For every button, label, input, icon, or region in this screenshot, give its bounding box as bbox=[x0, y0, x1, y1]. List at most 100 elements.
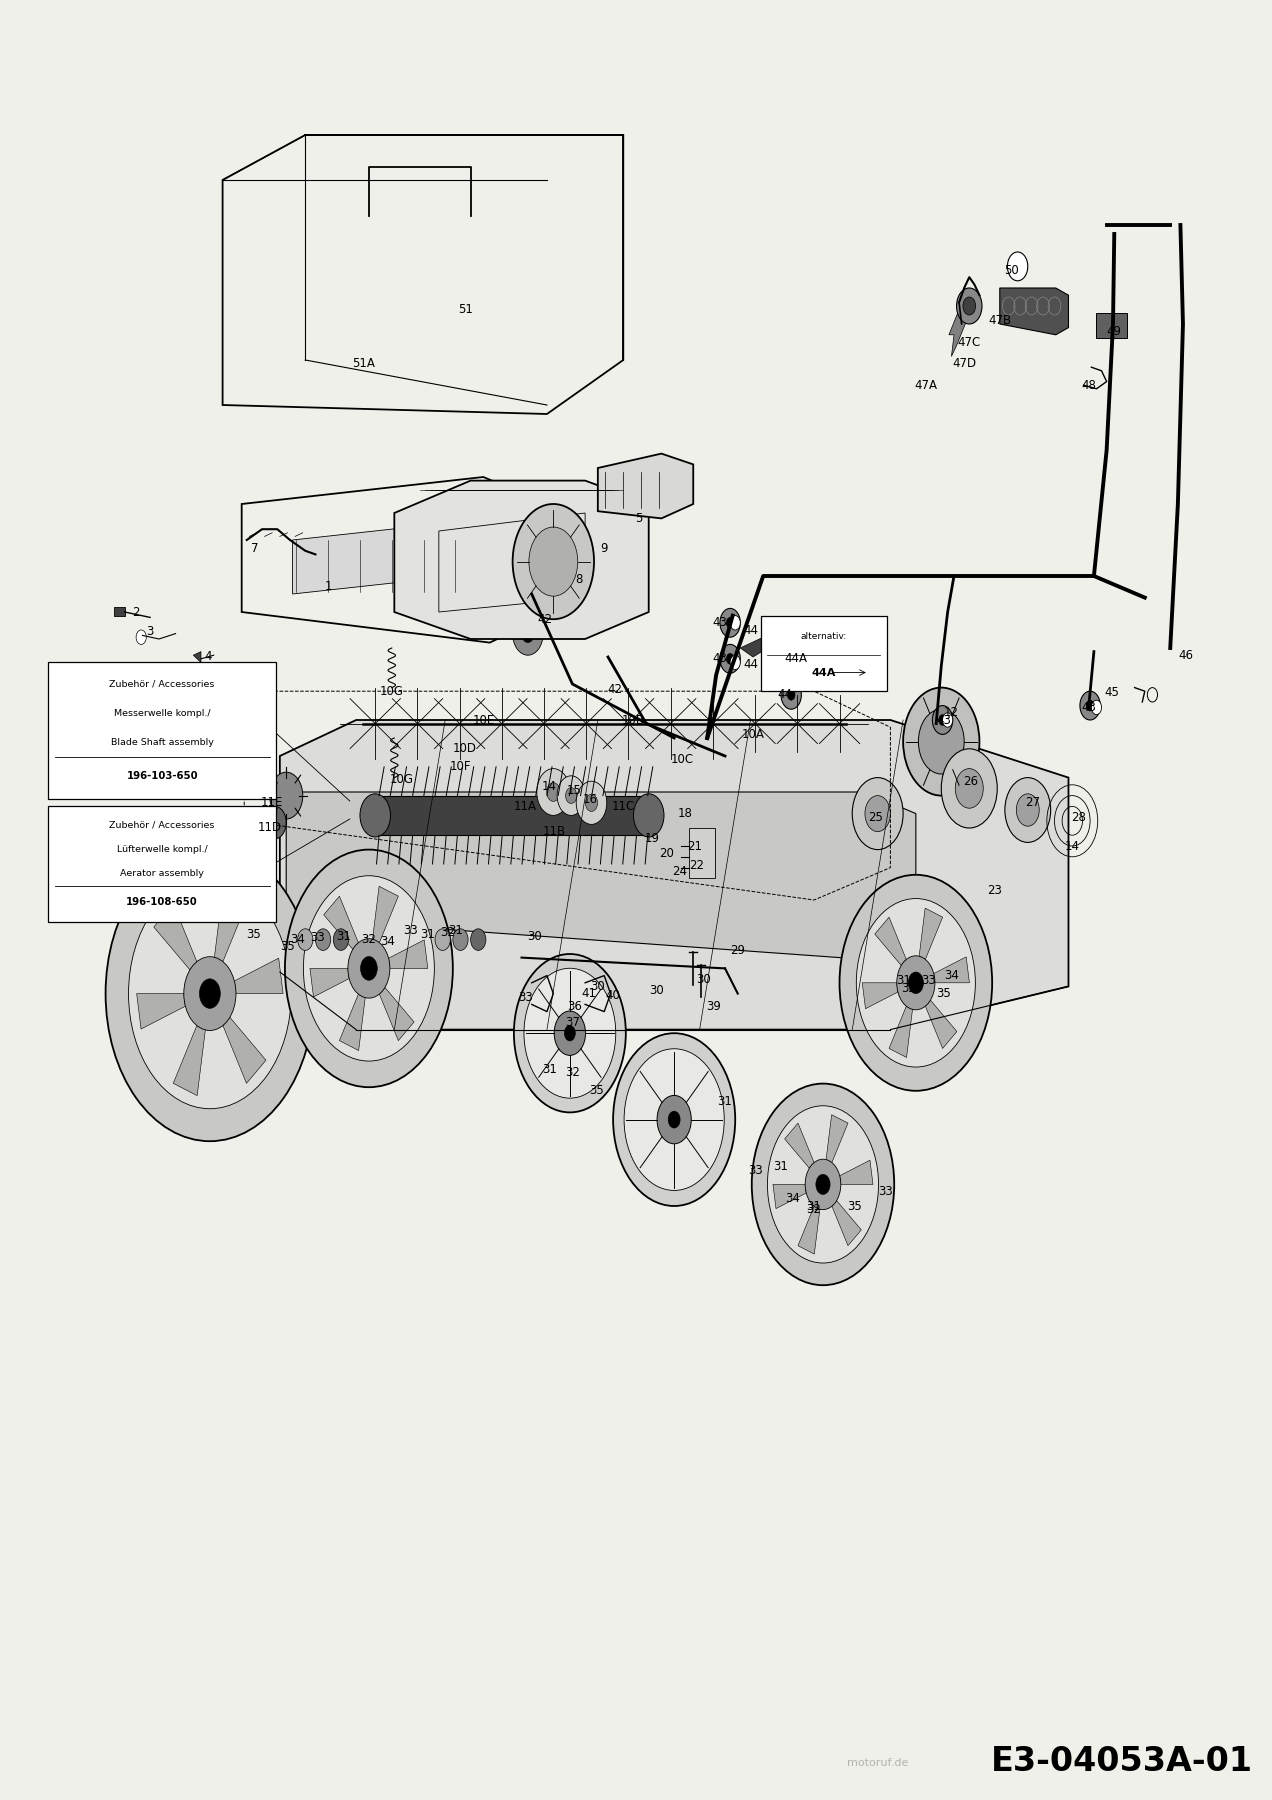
Circle shape bbox=[613, 1033, 735, 1206]
Circle shape bbox=[730, 616, 740, 630]
Circle shape bbox=[805, 1159, 841, 1210]
Polygon shape bbox=[293, 518, 490, 594]
Text: 31: 31 bbox=[717, 1094, 733, 1109]
Text: 32: 32 bbox=[440, 925, 455, 940]
Text: 44: 44 bbox=[777, 688, 792, 702]
Polygon shape bbox=[1096, 313, 1127, 338]
Circle shape bbox=[781, 680, 801, 709]
Text: 11E: 11E bbox=[261, 796, 284, 810]
Text: 44A: 44A bbox=[812, 668, 836, 677]
Circle shape bbox=[349, 940, 389, 997]
Text: 44A: 44A bbox=[785, 652, 808, 666]
Circle shape bbox=[668, 1111, 681, 1129]
Circle shape bbox=[815, 1174, 831, 1195]
Circle shape bbox=[557, 776, 585, 815]
Circle shape bbox=[658, 1096, 691, 1143]
Polygon shape bbox=[785, 1123, 814, 1168]
Polygon shape bbox=[840, 1161, 873, 1184]
Circle shape bbox=[524, 968, 616, 1098]
Text: 31: 31 bbox=[448, 923, 463, 938]
Circle shape bbox=[787, 689, 795, 700]
Polygon shape bbox=[324, 896, 359, 949]
Circle shape bbox=[932, 706, 953, 734]
Text: alternativ:: alternativ: bbox=[800, 632, 847, 641]
Text: Zubehör / Accessories: Zubehör / Accessories bbox=[109, 821, 215, 830]
Text: 24: 24 bbox=[672, 864, 687, 878]
Text: 7: 7 bbox=[251, 542, 258, 556]
Circle shape bbox=[576, 781, 607, 824]
FancyBboxPatch shape bbox=[48, 806, 276, 922]
Polygon shape bbox=[215, 891, 247, 961]
Text: 11C: 11C bbox=[612, 799, 635, 814]
Polygon shape bbox=[832, 1201, 861, 1246]
Polygon shape bbox=[234, 958, 284, 994]
Circle shape bbox=[955, 769, 983, 808]
Text: 10G: 10G bbox=[391, 772, 413, 787]
Text: 43: 43 bbox=[936, 713, 951, 727]
Circle shape bbox=[200, 979, 220, 1008]
Circle shape bbox=[263, 806, 286, 839]
Circle shape bbox=[555, 1012, 585, 1055]
Text: 10C: 10C bbox=[670, 752, 693, 767]
Text: 51: 51 bbox=[458, 302, 473, 317]
Text: 1: 1 bbox=[324, 580, 332, 594]
Text: 31: 31 bbox=[806, 1199, 822, 1213]
Text: 34: 34 bbox=[944, 968, 959, 983]
Text: 36: 36 bbox=[567, 999, 583, 1013]
Circle shape bbox=[585, 794, 598, 812]
Polygon shape bbox=[925, 1001, 957, 1048]
Polygon shape bbox=[798, 1206, 820, 1255]
Polygon shape bbox=[193, 652, 201, 662]
Polygon shape bbox=[862, 983, 898, 1008]
Text: 31: 31 bbox=[542, 1062, 557, 1076]
Text: 49: 49 bbox=[1107, 324, 1122, 338]
Text: 196-103-650: 196-103-650 bbox=[126, 770, 198, 781]
Text: 11A: 11A bbox=[514, 799, 537, 814]
Text: 42: 42 bbox=[607, 682, 622, 697]
Circle shape bbox=[1086, 700, 1094, 711]
Circle shape bbox=[840, 875, 992, 1091]
Text: 10G: 10G bbox=[380, 684, 403, 698]
Circle shape bbox=[136, 630, 146, 644]
Text: 42: 42 bbox=[537, 612, 552, 626]
Polygon shape bbox=[389, 940, 427, 968]
Text: 32: 32 bbox=[806, 1202, 822, 1217]
Text: 32: 32 bbox=[901, 981, 916, 995]
Polygon shape bbox=[310, 968, 349, 997]
Text: 8: 8 bbox=[575, 572, 583, 587]
Circle shape bbox=[522, 625, 534, 643]
Polygon shape bbox=[340, 994, 365, 1051]
Text: 10A: 10A bbox=[742, 727, 764, 742]
Circle shape bbox=[752, 1084, 894, 1285]
Text: Zubehör / Accessories: Zubehör / Accessories bbox=[109, 679, 215, 688]
Text: 39: 39 bbox=[706, 999, 721, 1013]
Text: 28: 28 bbox=[1071, 810, 1086, 824]
Polygon shape bbox=[773, 1184, 806, 1208]
Circle shape bbox=[315, 929, 331, 950]
Circle shape bbox=[514, 954, 626, 1112]
Polygon shape bbox=[889, 1006, 912, 1057]
Circle shape bbox=[547, 783, 560, 801]
Text: 14: 14 bbox=[1065, 839, 1080, 853]
Circle shape bbox=[529, 527, 577, 596]
Text: 46: 46 bbox=[1178, 648, 1193, 662]
Text: 35: 35 bbox=[245, 927, 261, 941]
Polygon shape bbox=[394, 481, 649, 639]
Circle shape bbox=[943, 713, 953, 727]
Text: 33: 33 bbox=[310, 931, 326, 945]
Text: 33: 33 bbox=[518, 990, 533, 1004]
Circle shape bbox=[908, 972, 923, 994]
Polygon shape bbox=[114, 607, 125, 616]
Text: Blade Shaft assembly: Blade Shaft assembly bbox=[111, 738, 214, 747]
Circle shape bbox=[720, 644, 740, 673]
Text: 30: 30 bbox=[527, 929, 542, 943]
Text: 43: 43 bbox=[712, 652, 728, 666]
Circle shape bbox=[1007, 252, 1028, 281]
Circle shape bbox=[572, 994, 593, 1022]
Circle shape bbox=[856, 898, 976, 1067]
Text: 19: 19 bbox=[645, 832, 660, 846]
Circle shape bbox=[453, 929, 468, 950]
Circle shape bbox=[435, 929, 450, 950]
Text: 43: 43 bbox=[1081, 700, 1096, 715]
Text: 47B: 47B bbox=[988, 313, 1011, 328]
